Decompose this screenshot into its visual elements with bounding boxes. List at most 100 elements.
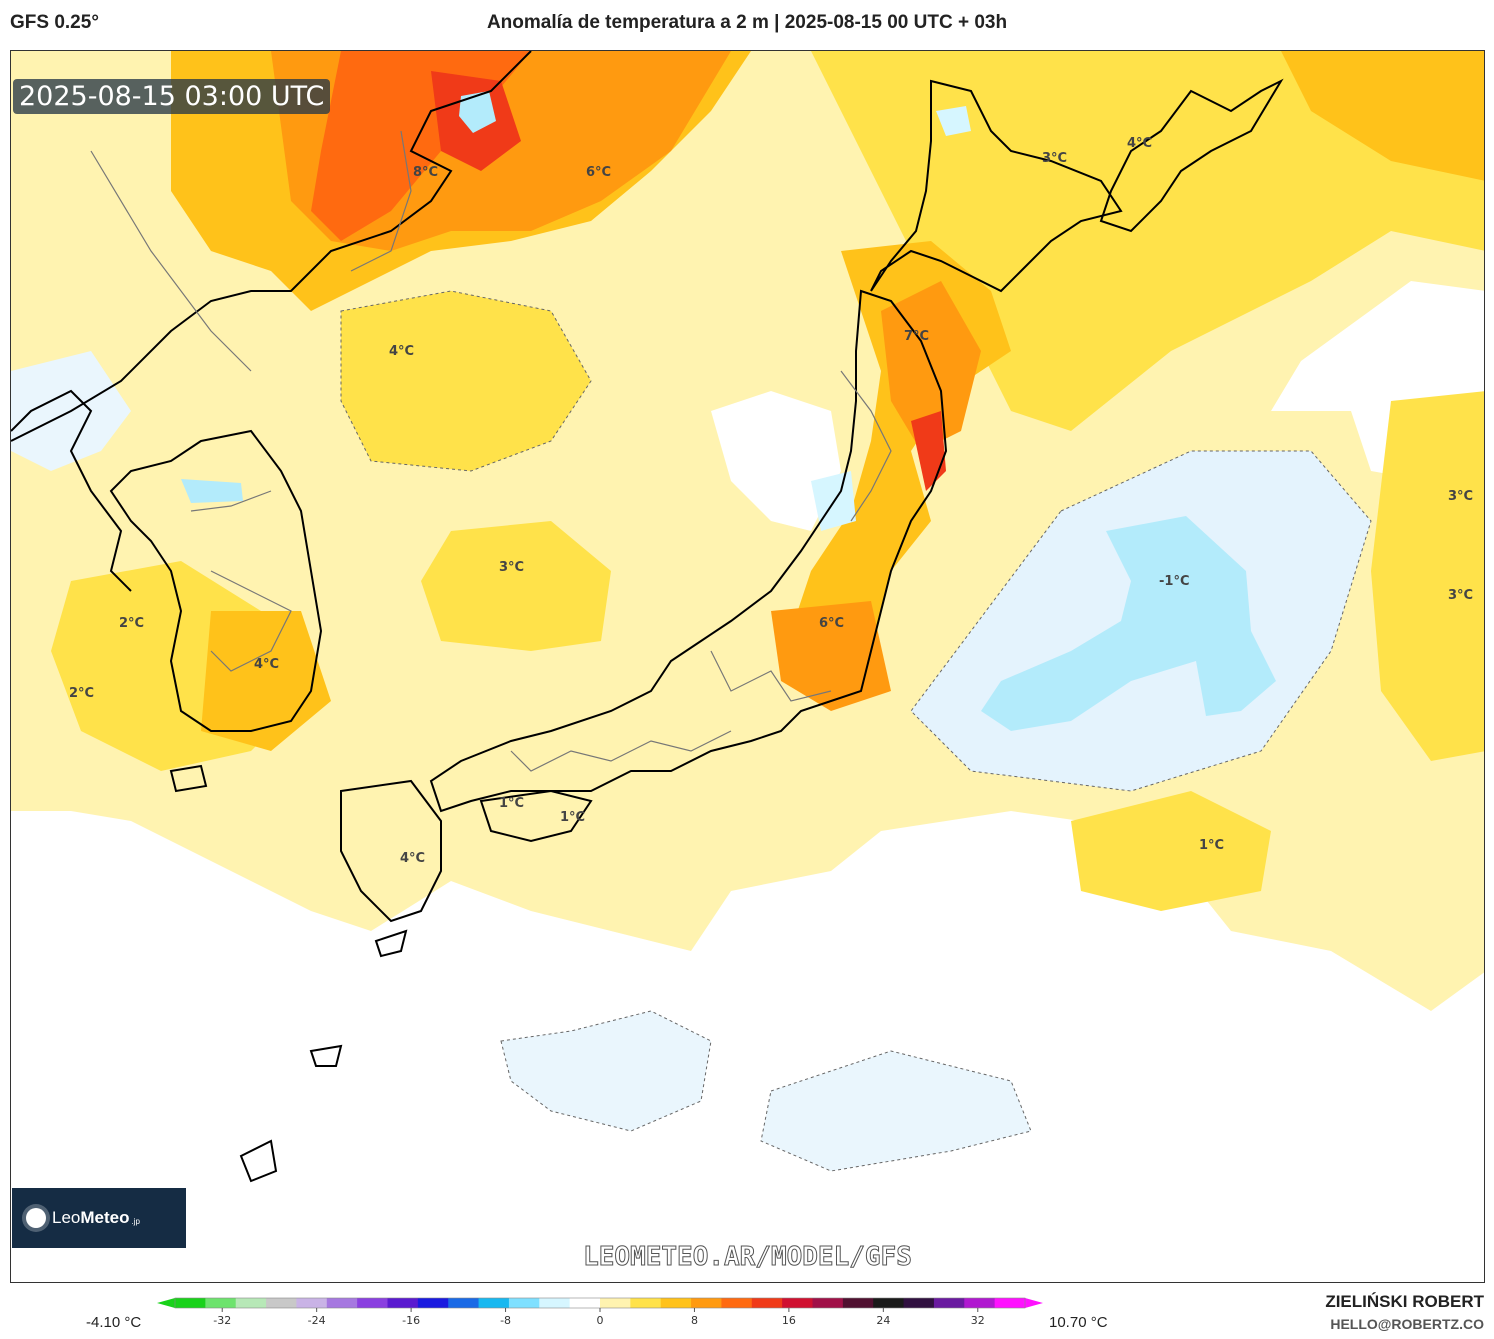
contour-label: 7°C xyxy=(904,329,929,344)
colorbar-max-arrow xyxy=(1025,1298,1043,1308)
colorbar-swatch xyxy=(326,1298,358,1308)
author-name: ZIELIŃSKI ROBERT xyxy=(1325,1292,1484,1311)
colorbar: -32 -24 -16 -8 0 8 16 24 32 xyxy=(157,1297,1043,1327)
anomaly-field-orange-5 xyxy=(771,601,891,711)
coastline-mainland-china xyxy=(11,389,132,592)
coastline-mainland-north xyxy=(11,51,532,442)
coastline-shikoku xyxy=(479,789,593,843)
contour-label: 3°C xyxy=(1042,151,1067,166)
contour-label: 4°C xyxy=(400,851,425,866)
contour-label: 6°C xyxy=(586,165,611,180)
border-prefectures-2 xyxy=(710,650,832,702)
color-legend: -4.10 °C -32 -24 -16 -8 0 8 16 24 32 10.70 °C ZI… xyxy=(0,1290,1494,1339)
map-panel[interactable]: 8°C 6°C 4°C 3°C 4°C 7°C 3°C 2°C 4°C 2°C … xyxy=(10,50,1485,1283)
contour-label: 2°C xyxy=(119,616,144,631)
anomaly-map: 8°C 6°C 4°C 3°C 4°C 7°C 3°C 2°C 4°C 2°C … xyxy=(11,51,1484,1183)
colorbar-min-arrow xyxy=(157,1298,175,1308)
contour-label: 2°C xyxy=(69,686,94,701)
coastline-hokkaido xyxy=(870,79,1123,293)
colorbar-swatch xyxy=(569,1298,601,1308)
anomaly-field-cold-korea xyxy=(181,479,243,503)
anomaly-field-cold-hokkaido xyxy=(936,106,971,136)
contour-label: 4°C xyxy=(1127,136,1152,151)
colorbar-swatch xyxy=(357,1298,389,1308)
border-korea-dmz xyxy=(190,490,272,512)
url-watermark: LEOMETEO.AR/MODEL/GFS xyxy=(583,1242,913,1273)
colorbar-swatch xyxy=(630,1298,662,1308)
colorbar-swatch xyxy=(448,1298,480,1308)
colorbar-swatch xyxy=(994,1298,1026,1308)
legend-max-value: 10.70 °C xyxy=(1049,1314,1108,1331)
border-china-provinces xyxy=(90,150,252,372)
anomaly-field-yellow-6 xyxy=(1071,791,1271,911)
author-email[interactable]: HELLO@ROBERTZ.CO xyxy=(1330,1316,1484,1332)
anomaly-field-orange-4 xyxy=(201,611,331,751)
colorbar-swatch xyxy=(296,1298,328,1308)
colorbar-tick-label: 8 xyxy=(691,1314,698,1327)
colorbar-swatch xyxy=(964,1298,996,1308)
colorbar-tick-label: 0 xyxy=(597,1314,604,1327)
contour-0-southeast xyxy=(760,1050,1032,1172)
contour-label: 1°C xyxy=(499,796,524,811)
colorbar-swatch xyxy=(751,1298,783,1308)
contour-labels: 8°C 6°C 4°C 3°C 4°C 7°C 3°C 2°C 4°C 2°C … xyxy=(69,136,1473,866)
colorbar-swatch xyxy=(873,1298,905,1308)
chart-title: Anomalía de temperatura a 2 m | 2025-08-… xyxy=(486,12,1008,33)
contour-label: -1°C xyxy=(1159,574,1189,589)
colorbar-swatch xyxy=(175,1298,206,1308)
colorbar-tick-label: -16 xyxy=(402,1314,420,1327)
legend-min-value: -4.10 °C xyxy=(86,1314,142,1331)
contour-label: 3°C xyxy=(499,560,524,575)
anomaly-field-cool-south xyxy=(501,1011,711,1131)
border-korea-provinces xyxy=(210,570,292,672)
colorbar-swatch xyxy=(539,1298,571,1308)
colorbar-swatch xyxy=(933,1298,965,1308)
anomaly-field-cold xyxy=(981,516,1276,731)
valid-time-badge: 2025-08-15 03:00 UTC xyxy=(13,79,331,114)
contour-label: 3°C xyxy=(1448,588,1473,603)
model-label: GFS 0.25° xyxy=(10,12,99,33)
anomaly-field-neutral xyxy=(711,391,841,531)
admin-borders xyxy=(90,130,892,772)
anomaly-field-yellow-3 xyxy=(421,521,611,651)
colorbar-swatch xyxy=(721,1298,753,1308)
island-ryukyu-3 xyxy=(374,929,408,958)
contour-label: 1°C xyxy=(560,810,585,825)
island-ryukyu-1 xyxy=(239,1139,278,1183)
colorbar-swatch xyxy=(660,1298,692,1308)
colorbar-swatch xyxy=(478,1298,510,1308)
contour-label: 4°C xyxy=(254,657,279,672)
contour-label: 8°C xyxy=(413,165,438,180)
border-prefectures-3 xyxy=(840,370,892,522)
leometeo-logo[interactable]: Leo Meteo .jp xyxy=(12,1188,186,1248)
contour-label: 1°C xyxy=(1199,838,1224,853)
colorbar-tick-label: 16 xyxy=(782,1314,796,1327)
coastline-kyushu xyxy=(340,779,442,923)
coastlines xyxy=(11,51,1284,1183)
logo-name-bold: Meteo xyxy=(80,1208,130,1227)
contour-0-east xyxy=(910,450,1372,792)
logo-name-light: Leo xyxy=(52,1208,81,1227)
border-china-russia xyxy=(350,130,412,272)
sun-icon xyxy=(26,1208,46,1228)
anomaly-field-yellow-4 xyxy=(1371,391,1484,761)
colorbar-swatch xyxy=(417,1298,449,1308)
anomaly-field-orange-3 xyxy=(1281,51,1484,181)
border-prefectures-1 xyxy=(510,730,732,772)
colorbar-tick-label: -8 xyxy=(500,1314,511,1327)
colorbar-swatch xyxy=(903,1298,935,1308)
island-ryukyu-2 xyxy=(309,1044,343,1067)
colorbar-tick-label: -24 xyxy=(308,1314,326,1327)
contour-label: 4°C xyxy=(389,344,414,359)
colorbar-swatch xyxy=(387,1298,419,1308)
contour-dashes xyxy=(340,290,1372,1172)
anomaly-field-cool-southeast xyxy=(761,1051,1031,1171)
coastline-sakhalin xyxy=(1099,78,1284,233)
contour-label: 6°C xyxy=(819,616,844,631)
colorbar-swatch xyxy=(782,1298,814,1308)
contour-label: 3°C xyxy=(1448,489,1473,504)
coastline-korea xyxy=(109,429,323,732)
colorbar-swatch xyxy=(266,1298,298,1308)
contour-4-sea xyxy=(340,290,592,472)
coastline-honshu xyxy=(429,289,948,813)
